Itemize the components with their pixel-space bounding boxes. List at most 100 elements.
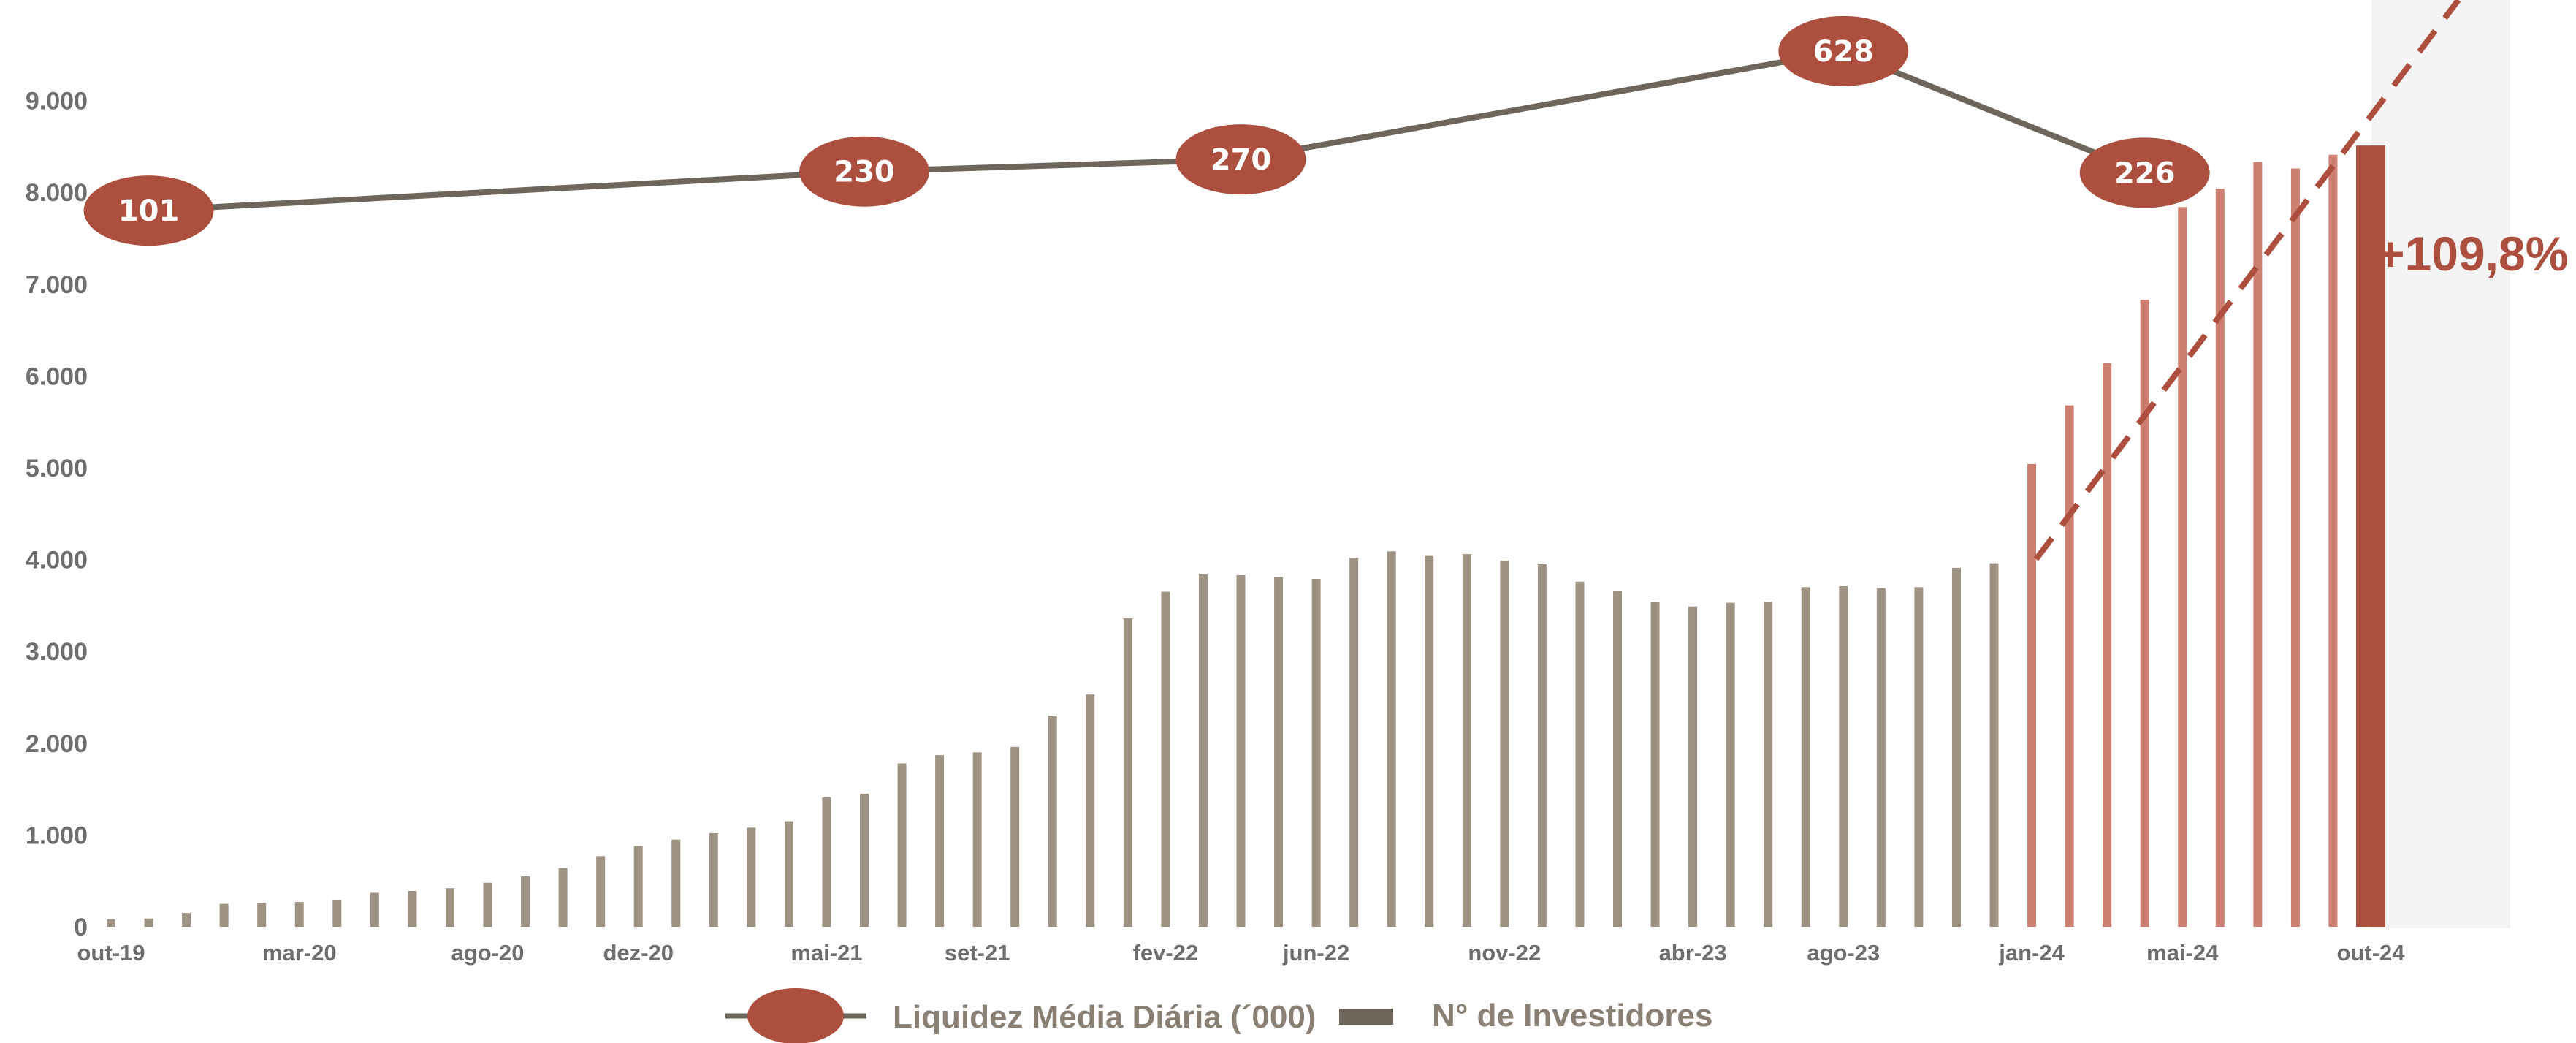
- x-tick-label: out-24: [2337, 940, 2406, 966]
- bar: [445, 888, 454, 927]
- legend-investors-marker: [1339, 1009, 1393, 1025]
- bar: [935, 755, 945, 927]
- bar: [1839, 586, 1848, 927]
- liquidity-bubble: [2079, 137, 2210, 208]
- bar: [521, 876, 530, 927]
- liquidity-bubble: [1175, 124, 1306, 195]
- bar: [182, 913, 191, 927]
- bar: [332, 900, 342, 927]
- bar: [2328, 154, 2338, 928]
- x-tick-label: abr-23: [1659, 940, 1727, 966]
- bar: [1876, 588, 1886, 927]
- bar: [1726, 602, 1735, 927]
- bars: [107, 145, 2385, 928]
- bar: [972, 752, 982, 927]
- bar: [1425, 555, 1434, 927]
- y-axis: 0 1.000 2.000 3.000 4.000 5.000 6.000 7.000 8.00…: [26, 88, 88, 941]
- bar: [822, 797, 831, 927]
- bar: [2253, 162, 2263, 928]
- bar: [2178, 207, 2187, 927]
- bar: [633, 846, 643, 927]
- bar: [1048, 716, 1057, 927]
- bar: [2215, 189, 2225, 927]
- x-tick-label: dez-20: [603, 940, 673, 966]
- bar: [1010, 746, 1020, 927]
- x-tick-label: jun-22: [1282, 940, 1349, 966]
- y-tick-label: 2.000: [26, 730, 88, 758]
- bar: [1989, 563, 1999, 927]
- bar: [1951, 567, 1961, 927]
- x-tick-label: mai-21: [790, 940, 862, 966]
- liquidity-value-label: 226: [2114, 156, 2176, 190]
- x-tick-label: mar-20: [262, 940, 337, 966]
- bar: [1575, 581, 1585, 927]
- bar: [897, 763, 907, 927]
- bar: [219, 903, 229, 927]
- y-tick-label: 0: [74, 914, 88, 941]
- bar: [144, 918, 153, 927]
- growth-label: +109,8%: [2377, 227, 2568, 281]
- legend-investors-label: N° de Investidores: [1432, 998, 1712, 1033]
- liquidity-bubbles: 101 230 270 628 226: [83, 15, 2210, 246]
- bar: [596, 856, 606, 927]
- bar: [1387, 551, 1396, 927]
- x-tick-label: set-21: [945, 940, 1010, 966]
- x-axis: out-19 mar-20 ago-20 dez-20 mai-21 set-21 fev-…: [77, 940, 2406, 966]
- x-tick-label: mai-24: [2146, 940, 2219, 966]
- bar: [558, 868, 568, 927]
- liquidity-value-label: 628: [1813, 35, 1875, 69]
- highlight-band: [2371, 0, 2510, 928]
- x-tick-label: out-19: [77, 940, 145, 966]
- y-tick-label: 9.000: [26, 88, 88, 115]
- bar: [1349, 558, 1359, 927]
- liquidity-value-label: 270: [1211, 143, 1272, 177]
- x-tick-label: nov-22: [1468, 940, 1541, 966]
- bar: [860, 793, 869, 927]
- bar: [1650, 602, 1660, 927]
- bar: [1537, 564, 1547, 927]
- bar: [2356, 145, 2385, 927]
- bar: [2027, 463, 2037, 927]
- liquidity-value-label: 101: [118, 194, 180, 228]
- y-tick-label: 1.000: [26, 822, 88, 849]
- bar: [784, 821, 793, 927]
- bar: [671, 839, 681, 927]
- y-tick-label: 7.000: [26, 271, 88, 299]
- bar: [1801, 587, 1810, 927]
- bar: [107, 919, 115, 927]
- liquidity-value-label: 230: [834, 156, 895, 189]
- bar: [2103, 363, 2112, 927]
- bar: [294, 902, 304, 927]
- bar: [1914, 587, 1924, 927]
- trend-line: [2033, 0, 2461, 561]
- y-tick-label: 6.000: [26, 363, 88, 390]
- bar: [1236, 574, 1246, 927]
- bar: [1311, 578, 1321, 927]
- x-tick-label: ago-23: [1807, 940, 1880, 966]
- x-tick-label: fev-22: [1133, 940, 1199, 966]
- y-tick-label: 3.000: [26, 638, 88, 666]
- liquidity-bubble: [799, 136, 929, 207]
- y-tick-label: 5.000: [26, 455, 88, 482]
- bar: [1462, 554, 1471, 927]
- legend-liquidity-marker: [747, 988, 844, 1043]
- bar: [1198, 574, 1208, 927]
- bar: [1688, 606, 1698, 927]
- bar: [1500, 560, 1509, 927]
- x-tick-label: jan-24: [1998, 940, 2065, 966]
- bar: [2065, 405, 2074, 927]
- bar: [408, 891, 417, 927]
- bar: [1123, 618, 1132, 927]
- y-tick-label: 8.000: [26, 179, 88, 207]
- bar: [1274, 577, 1284, 927]
- x-tick-label: ago-20: [451, 940, 525, 966]
- bar: [483, 882, 492, 927]
- bar: [747, 827, 756, 927]
- bar: [1764, 602, 1773, 927]
- bar: [257, 903, 267, 927]
- legend: Liquidez Média Diária (´000) N° de Inves…: [725, 988, 1712, 1043]
- bar: [1161, 591, 1170, 927]
- bar: [2290, 168, 2300, 928]
- bar: [1613, 591, 1622, 927]
